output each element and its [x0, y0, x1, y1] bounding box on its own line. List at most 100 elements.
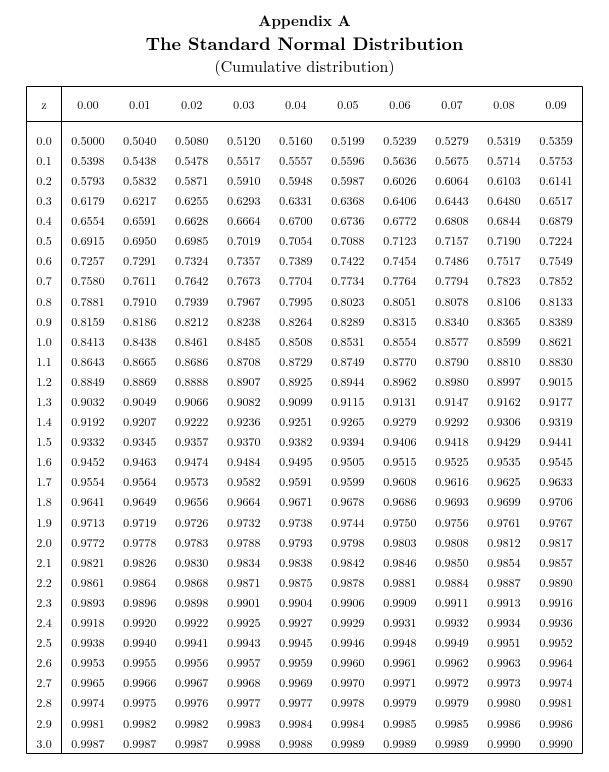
z-table-cell: 0.7324 [166, 251, 218, 271]
z-table-cell: 0.9929 [322, 613, 374, 633]
z-table-cell: 0.9719 [114, 512, 166, 532]
z-table-cell: 0.8159 [62, 311, 114, 331]
z-table-cell: 0.8078 [426, 291, 478, 311]
z-table-col-header: 0.00 [62, 87, 114, 122]
z-table-cell: 0.8997 [478, 371, 530, 391]
z-table-cell: 0.9949 [426, 633, 478, 653]
z-table-row: 0.40.65540.65910.66280.66640.67000.67360… [27, 211, 582, 231]
z-table-cell: 0.9906 [322, 592, 374, 612]
z-table-cell: 0.9945 [270, 633, 322, 653]
z-table-cell: 0.9970 [322, 673, 374, 693]
z-table-spacer-cell [62, 122, 114, 131]
z-table-cell: 0.9952 [530, 633, 582, 653]
z-table-cell: 0.9955 [114, 653, 166, 673]
z-table-cell: 0.8869 [114, 371, 166, 391]
z-table-cell: 0.9830 [166, 552, 218, 572]
z-table-cell: 0.9961 [374, 653, 426, 673]
z-table-cell: 0.6103 [478, 170, 530, 190]
z-table-cell: 0.9826 [114, 552, 166, 572]
z-table-cell: 0.9893 [62, 592, 114, 612]
z-table-cell: 0.7881 [62, 291, 114, 311]
z-table-cell: 0.9988 [218, 733, 270, 753]
z-table-cell: 0.9969 [270, 673, 322, 693]
z-table-cell: 0.9890 [530, 572, 582, 592]
z-table-row: 0.00.50000.50400.50800.51200.51600.51990… [27, 130, 582, 150]
z-table-cell: 0.9147 [426, 391, 478, 411]
z-table-cell: 0.7673 [218, 271, 270, 291]
z-table-cell: 0.9979 [374, 693, 426, 713]
z-table-cell: 0.9599 [322, 472, 374, 492]
z-table-col-header: 0.03 [218, 87, 270, 122]
z-table-cell: 0.9854 [478, 552, 530, 572]
z-table-cell: 0.7823 [478, 271, 530, 291]
z-table-row-label: 2.0 [27, 532, 62, 552]
z-table-cell: 0.9881 [374, 572, 426, 592]
z-table-cell: 0.9948 [374, 633, 426, 653]
z-table-cell: 0.9783 [166, 532, 218, 552]
z-table-cell: 0.6554 [62, 211, 114, 231]
z-table-cell: 0.7852 [530, 271, 582, 291]
z-table-cell: 0.8729 [270, 351, 322, 371]
z-table-cell: 0.7422 [322, 251, 374, 271]
z-table-cell: 0.6950 [114, 231, 166, 251]
z-table-cell: 0.9641 [62, 492, 114, 512]
z-table-spacer-cell [270, 122, 322, 131]
z-table-cell: 0.9616 [426, 472, 478, 492]
z-table-col-header: 0.07 [426, 87, 478, 122]
z-table-cell: 0.9988 [270, 733, 322, 753]
z-table-cell: 0.9884 [426, 572, 478, 592]
z-table-body: 0.00.50000.50400.50800.51200.51600.51990… [27, 122, 582, 753]
z-table-cell: 0.9778 [114, 532, 166, 552]
z-table-cell: 0.9850 [426, 552, 478, 572]
z-table-cell: 0.7257 [62, 251, 114, 271]
z-table-cell: 0.9966 [114, 673, 166, 693]
z-table-row: 2.00.97720.97780.97830.97880.97930.97980… [27, 532, 582, 552]
z-table-cell: 0.9941 [166, 633, 218, 653]
z-table-cell: 0.9964 [530, 653, 582, 673]
z-table-cell: 0.9015 [530, 371, 582, 391]
z-table-cell: 0.8212 [166, 311, 218, 331]
z-table-cell: 0.9761 [478, 512, 530, 532]
z-table-row-label: 1.2 [27, 371, 62, 391]
z-table-cell: 0.7054 [270, 231, 322, 251]
z-table-cell: 0.9953 [62, 653, 114, 673]
page-subtitle: (Cumulative distribution) [26, 56, 583, 76]
z-table: z 0.00 0.01 0.02 0.03 0.04 0.05 0.06 0.0… [27, 87, 582, 753]
z-table-cell: 0.9474 [166, 452, 218, 472]
z-table-row: 2.90.99810.99820.99820.99830.99840.99840… [27, 713, 582, 733]
z-table-cell: 0.9938 [62, 633, 114, 653]
z-table-cell: 0.8830 [530, 351, 582, 371]
z-table-row: 2.30.98930.98960.98980.99010.99040.99060… [27, 592, 582, 612]
z-table-cell: 0.9990 [478, 733, 530, 753]
z-table-row-label: 1.9 [27, 512, 62, 532]
z-table-cell: 0.9934 [478, 613, 530, 633]
z-table-spacer-cell [478, 122, 530, 131]
z-table-cell: 0.9927 [270, 613, 322, 633]
z-table-cell: 0.8888 [166, 371, 218, 391]
z-table-cell: 0.7486 [426, 251, 478, 271]
z-table-row-label: 1.6 [27, 452, 62, 472]
z-table-cell: 0.9977 [218, 693, 270, 713]
z-table-cell: 0.8980 [426, 371, 478, 391]
z-table-spacer-cell [218, 122, 270, 131]
z-table-cell: 0.5478 [166, 150, 218, 170]
z-table-row: 0.20.57930.58320.58710.59100.59480.59870… [27, 170, 582, 190]
z-table-cell: 0.9834 [218, 552, 270, 572]
z-table-col-header: 0.05 [322, 87, 374, 122]
z-table-cell: 0.9554 [62, 472, 114, 492]
z-table-cell: 0.8133 [530, 291, 582, 311]
z-table-cell: 0.9418 [426, 432, 478, 452]
z-table-cell: 0.9978 [322, 693, 374, 713]
z-table-cell: 0.5239 [374, 130, 426, 150]
z-table-row-label: 2.6 [27, 653, 62, 673]
z-table-row-label: 2.3 [27, 592, 62, 612]
z-table-cell: 0.9985 [426, 713, 478, 733]
z-table-cell: 0.9936 [530, 613, 582, 633]
z-table-spacer-cell [27, 122, 62, 131]
z-table-col-header: 0.04 [270, 87, 322, 122]
z-table-cell: 0.9484 [218, 452, 270, 472]
z-table-row: 1.20.88490.88690.88880.89070.89250.89440… [27, 371, 582, 391]
z-table-cell: 0.5987 [322, 170, 374, 190]
z-table-cell: 0.9984 [322, 713, 374, 733]
z-table-cell: 0.9192 [62, 412, 114, 432]
